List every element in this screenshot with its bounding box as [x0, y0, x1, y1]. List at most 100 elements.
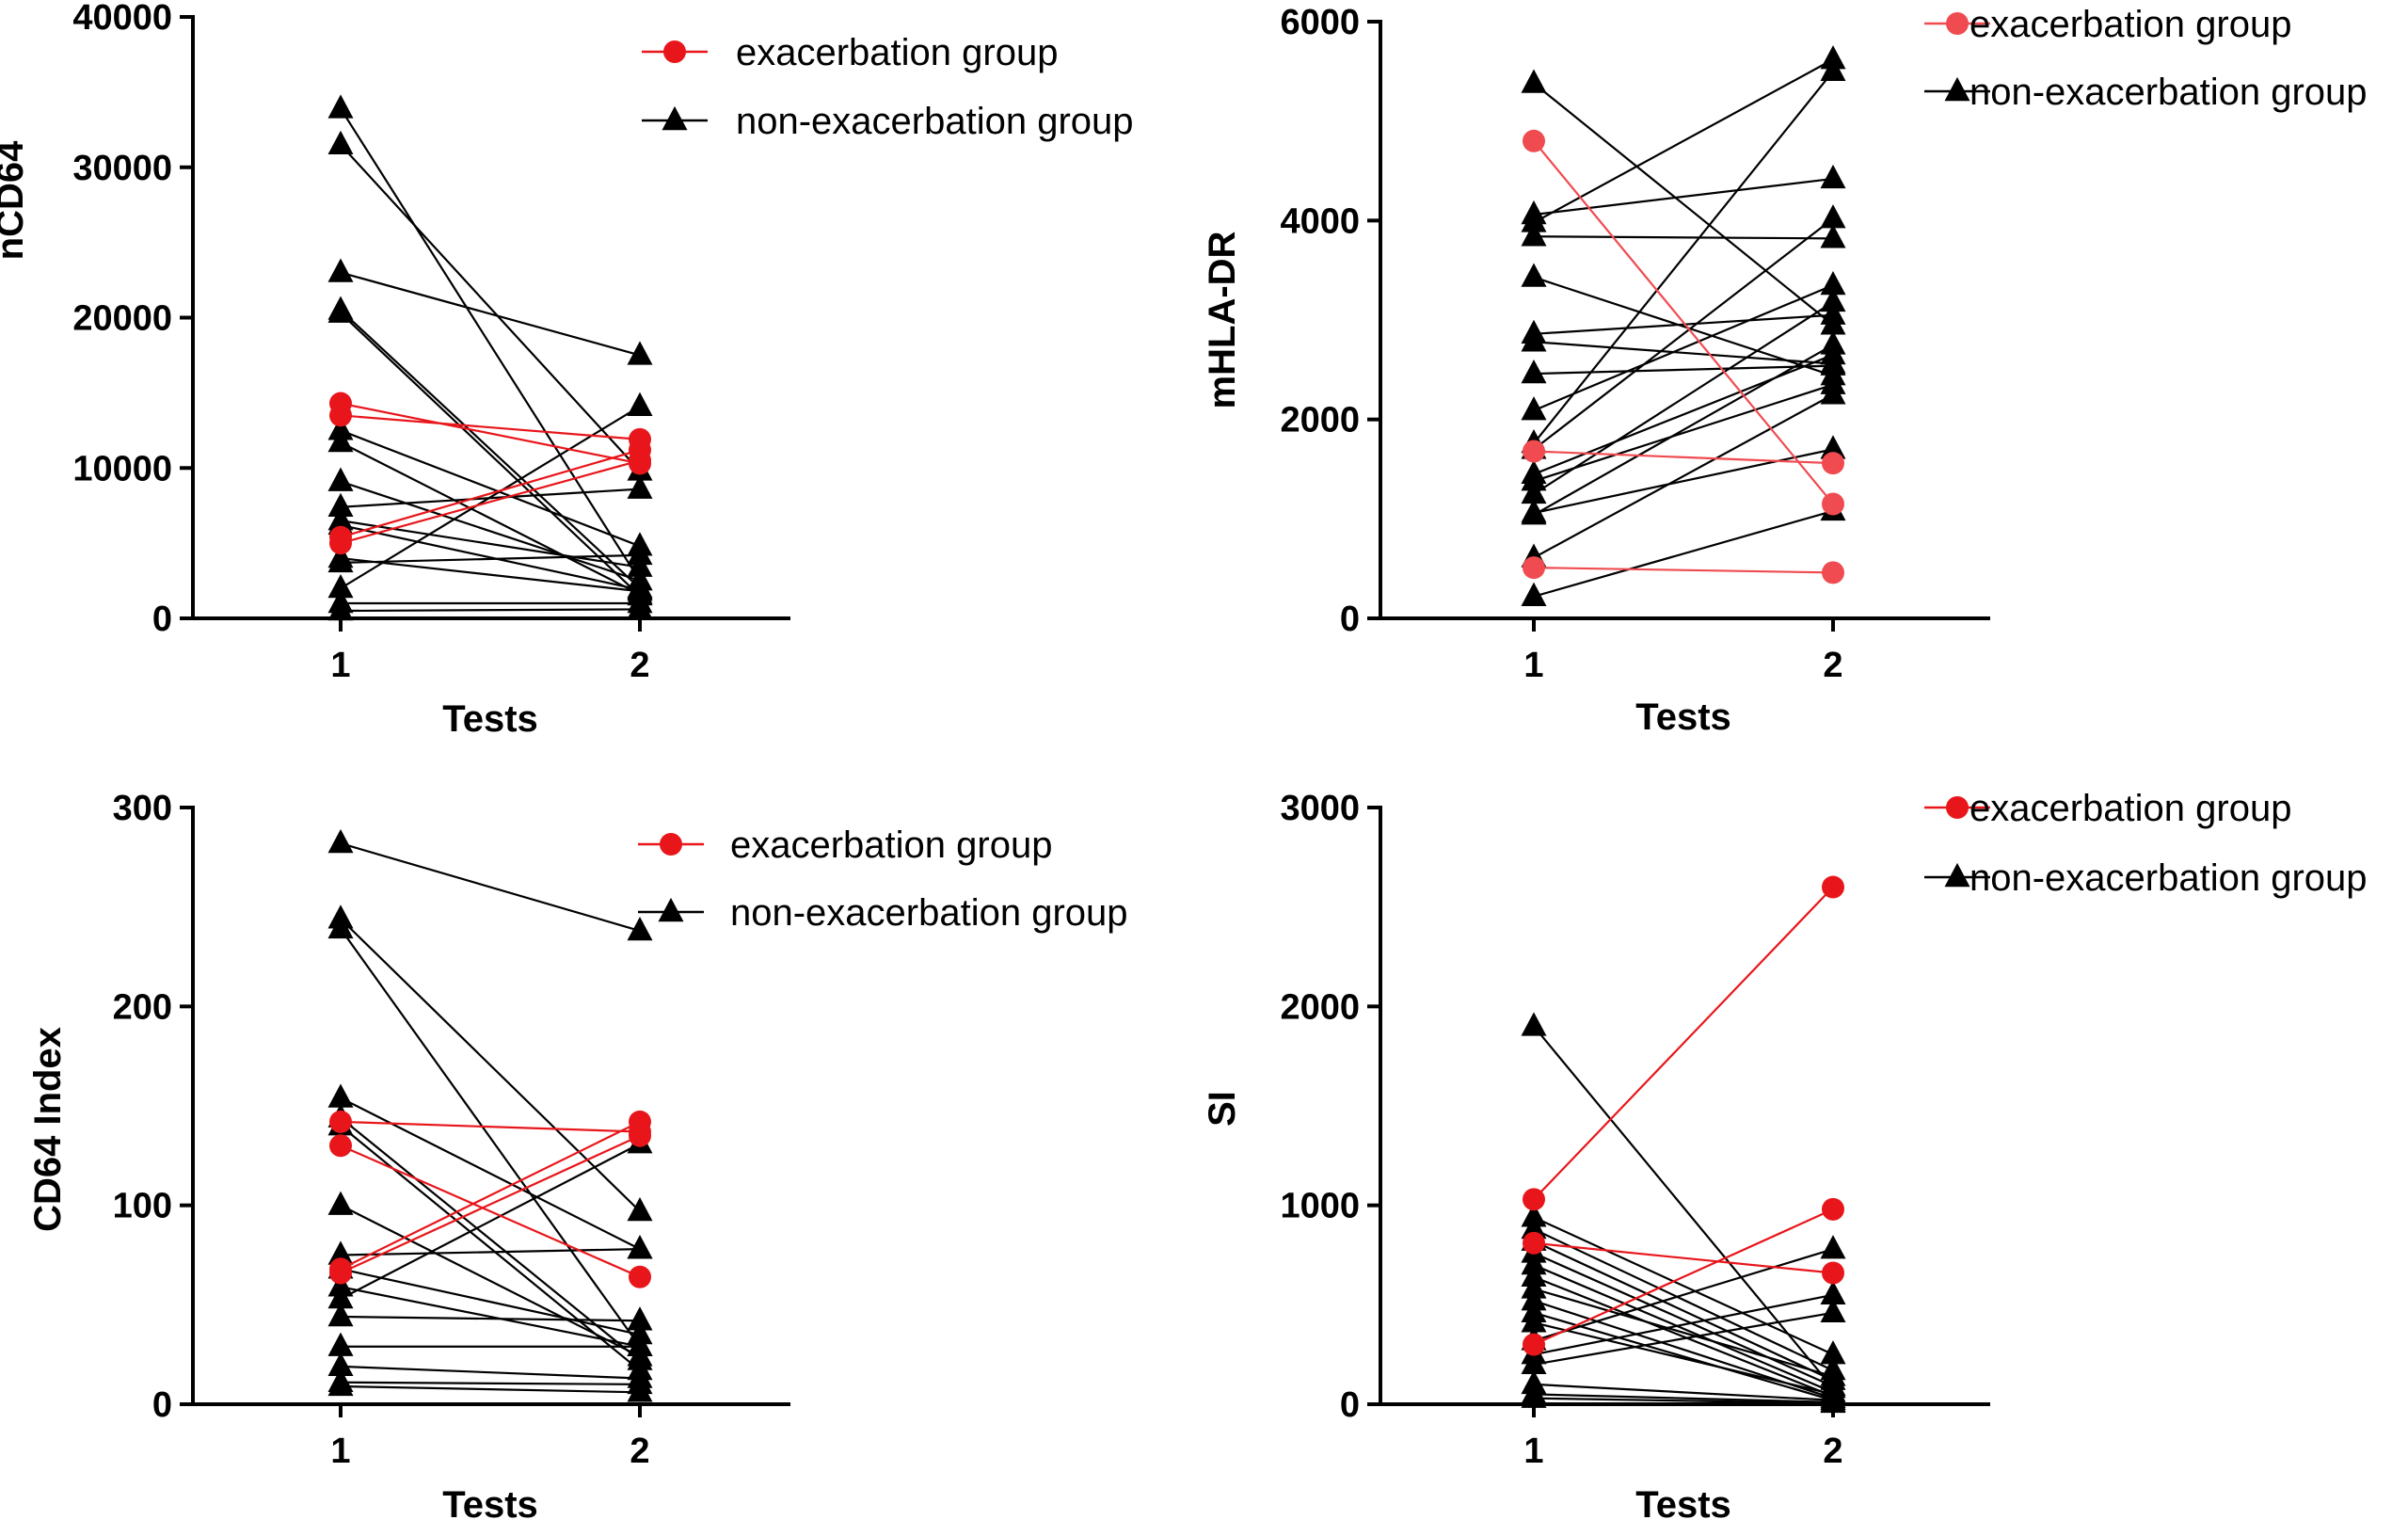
exacerbation-subject	[1523, 556, 1844, 584]
data-point-triangle	[1521, 1203, 1547, 1227]
data-point-circle	[329, 1261, 352, 1285]
y-axis-title: mHLA-DR	[1202, 231, 1243, 408]
pair-line	[1533, 301, 1834, 495]
non-exacerbation-subject	[327, 1235, 653, 1265]
data-point-circle	[1523, 129, 1545, 152]
y-tick-label: 6000	[1280, 3, 1360, 42]
pair-line	[1533, 177, 1834, 216]
pair-line	[340, 405, 641, 589]
chart-panel-3: 0 1000 2000 3000 1 2 Tests SI exacerbation group…	[1202, 788, 2368, 1526]
data-point-triangle	[327, 298, 354, 323]
data-point-triangle	[1521, 222, 1547, 247]
data-point-circle	[329, 1134, 352, 1158]
pair-line	[340, 1384, 641, 1394]
pair-line	[1533, 886, 1834, 1201]
data-point-triangle	[627, 1235, 653, 1259]
data-point-triangle	[327, 1352, 354, 1377]
data-point-circle	[1822, 1261, 1844, 1285]
pair-line	[1533, 284, 1834, 412]
pair-line	[1533, 235, 1834, 240]
pair-line	[1533, 344, 1834, 517]
x-tick-label: 2	[630, 1432, 649, 1471]
data-point-triangle	[327, 428, 354, 453]
data-point-triangle	[327, 1332, 354, 1356]
pair-line	[340, 414, 641, 440]
data-point-circle	[1822, 561, 1844, 584]
exacerbation-subject	[329, 1134, 651, 1288]
legend-marker-exacerbation	[1946, 796, 1969, 819]
x-tick-label: 2	[630, 646, 649, 685]
pair-line	[340, 1144, 641, 1278]
non-exacerbation-subject	[327, 1371, 653, 1402]
pair-line	[340, 1381, 641, 1385]
pair-line	[340, 557, 641, 593]
pair-line	[340, 441, 641, 596]
data-point-triangle	[327, 94, 354, 119]
pair-line	[1533, 82, 1834, 327]
pair-line	[1533, 1248, 1834, 1342]
data-point-triangle	[1521, 1262, 1547, 1287]
pair-line	[1533, 1264, 1834, 1394]
data-point-circle	[1822, 452, 1844, 475]
data-point-circle	[1523, 1231, 1545, 1255]
non-exacerbation-subject	[327, 258, 653, 365]
data-point-triangle	[327, 1284, 354, 1309]
data-point-triangle	[1820, 204, 1846, 229]
non-exacerbation-subject	[1521, 1251, 1846, 1402]
non-exacerbation-subject	[327, 595, 653, 621]
data-point-triangle	[1820, 1362, 1846, 1386]
data-point-triangle	[327, 1272, 354, 1297]
pair-line	[1533, 1025, 1834, 1389]
data-point-circle	[329, 404, 352, 427]
legend-marker-exacerbation	[663, 40, 686, 63]
data-point-triangle	[327, 467, 354, 491]
data-point-triangle	[1521, 328, 1547, 352]
data-point-triangle	[327, 914, 354, 939]
non-exacerbation-subject	[1521, 380, 1846, 568]
data-point-triangle	[1820, 1298, 1846, 1322]
legend: exacerbation group non-exacerbation group	[638, 824, 1128, 934]
data-point-triangle	[1820, 287, 1846, 312]
data-point-triangle	[327, 596, 354, 621]
non-exacerbation-subject	[327, 392, 653, 599]
data-point-triangle	[627, 1306, 653, 1331]
non-exacerbation-subject	[327, 544, 653, 601]
legend-marker-exacerbation	[660, 833, 682, 856]
pair-line	[1533, 567, 1834, 574]
y-tick-label: 2000	[1280, 401, 1360, 440]
data-point-triangle	[1820, 435, 1846, 459]
x-tick-label: 1	[330, 646, 350, 685]
data-point-triangle	[1820, 56, 1846, 82]
non-exacerbation-subject	[1521, 330, 1846, 525]
pair-line	[1533, 58, 1834, 224]
data-point-circle	[1523, 1333, 1545, 1356]
pair-line	[1533, 1275, 1834, 1398]
data-point-triangle	[1820, 224, 1846, 248]
legend-marker-non-exacerbation	[1944, 862, 1970, 888]
pair-line	[340, 107, 641, 582]
exacerbation-subject	[1523, 875, 1844, 1211]
non-exacerbation-subject	[1521, 435, 1846, 523]
x-axis-title: Tests	[442, 1484, 538, 1526]
pair-line	[1533, 1288, 1834, 1378]
data-point-circle	[1523, 556, 1545, 580]
data-point-triangle	[627, 577, 653, 601]
data-point-triangle	[327, 492, 354, 517]
y-tick-label: 0	[1340, 600, 1360, 639]
data-point-triangle	[1820, 380, 1846, 405]
data-point-circle	[629, 449, 651, 472]
data-point-triangle	[327, 573, 354, 599]
non-exacerbation-subject	[1521, 351, 1846, 384]
non-exacerbation-subject	[327, 467, 653, 591]
pair-line	[340, 271, 641, 357]
data-point-triangle	[327, 1302, 354, 1327]
x-axis-title: Tests	[1635, 1484, 1731, 1526]
data-point-triangle	[1521, 479, 1547, 504]
non-exacerbation-subject	[327, 1103, 653, 1370]
pair-line	[340, 459, 641, 545]
y-tick-label: 0	[152, 600, 172, 639]
legend: exacerbation group non-exacerbation group	[642, 32, 1134, 142]
data-point-triangle	[327, 1083, 354, 1108]
pair-line	[340, 1204, 641, 1358]
